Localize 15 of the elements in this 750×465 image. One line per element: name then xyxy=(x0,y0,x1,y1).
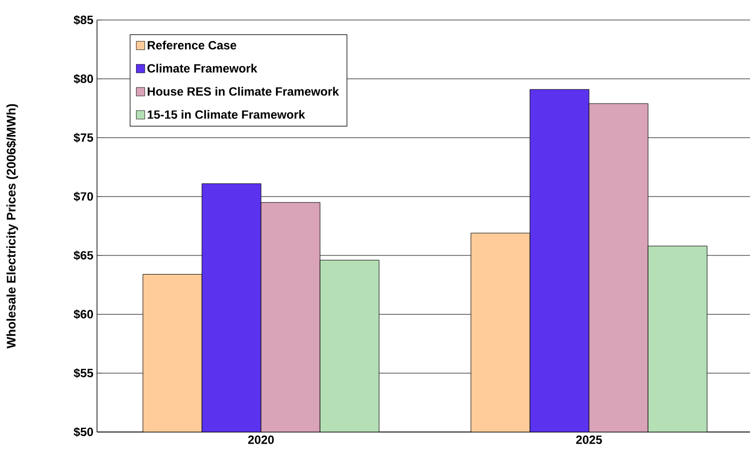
legend-label: Climate Framework xyxy=(147,64,258,73)
legend-label: 15-15 in Climate Framework xyxy=(148,110,306,119)
x-tick-label: 2020 xyxy=(248,436,274,444)
legend-label: House RES in Climate Framework xyxy=(148,86,339,96)
x-tick-label: 2025 xyxy=(576,436,602,444)
y-tick-label: $65 xyxy=(74,250,94,260)
y-tick-label: $85 xyxy=(74,15,94,25)
y-axis-title: Wholesale Electricity Prices (2006$/MWh) xyxy=(6,104,18,348)
legend-label: Reference Case xyxy=(148,40,236,50)
y-tick-label: $75 xyxy=(74,132,94,143)
y-tick-label: $60 xyxy=(74,309,93,320)
y-tick-label: $80 xyxy=(74,74,93,84)
y-tick-label: $50 xyxy=(74,427,93,437)
y-tick-label: $70 xyxy=(74,192,93,202)
y-tick-label: $55 xyxy=(74,368,94,378)
